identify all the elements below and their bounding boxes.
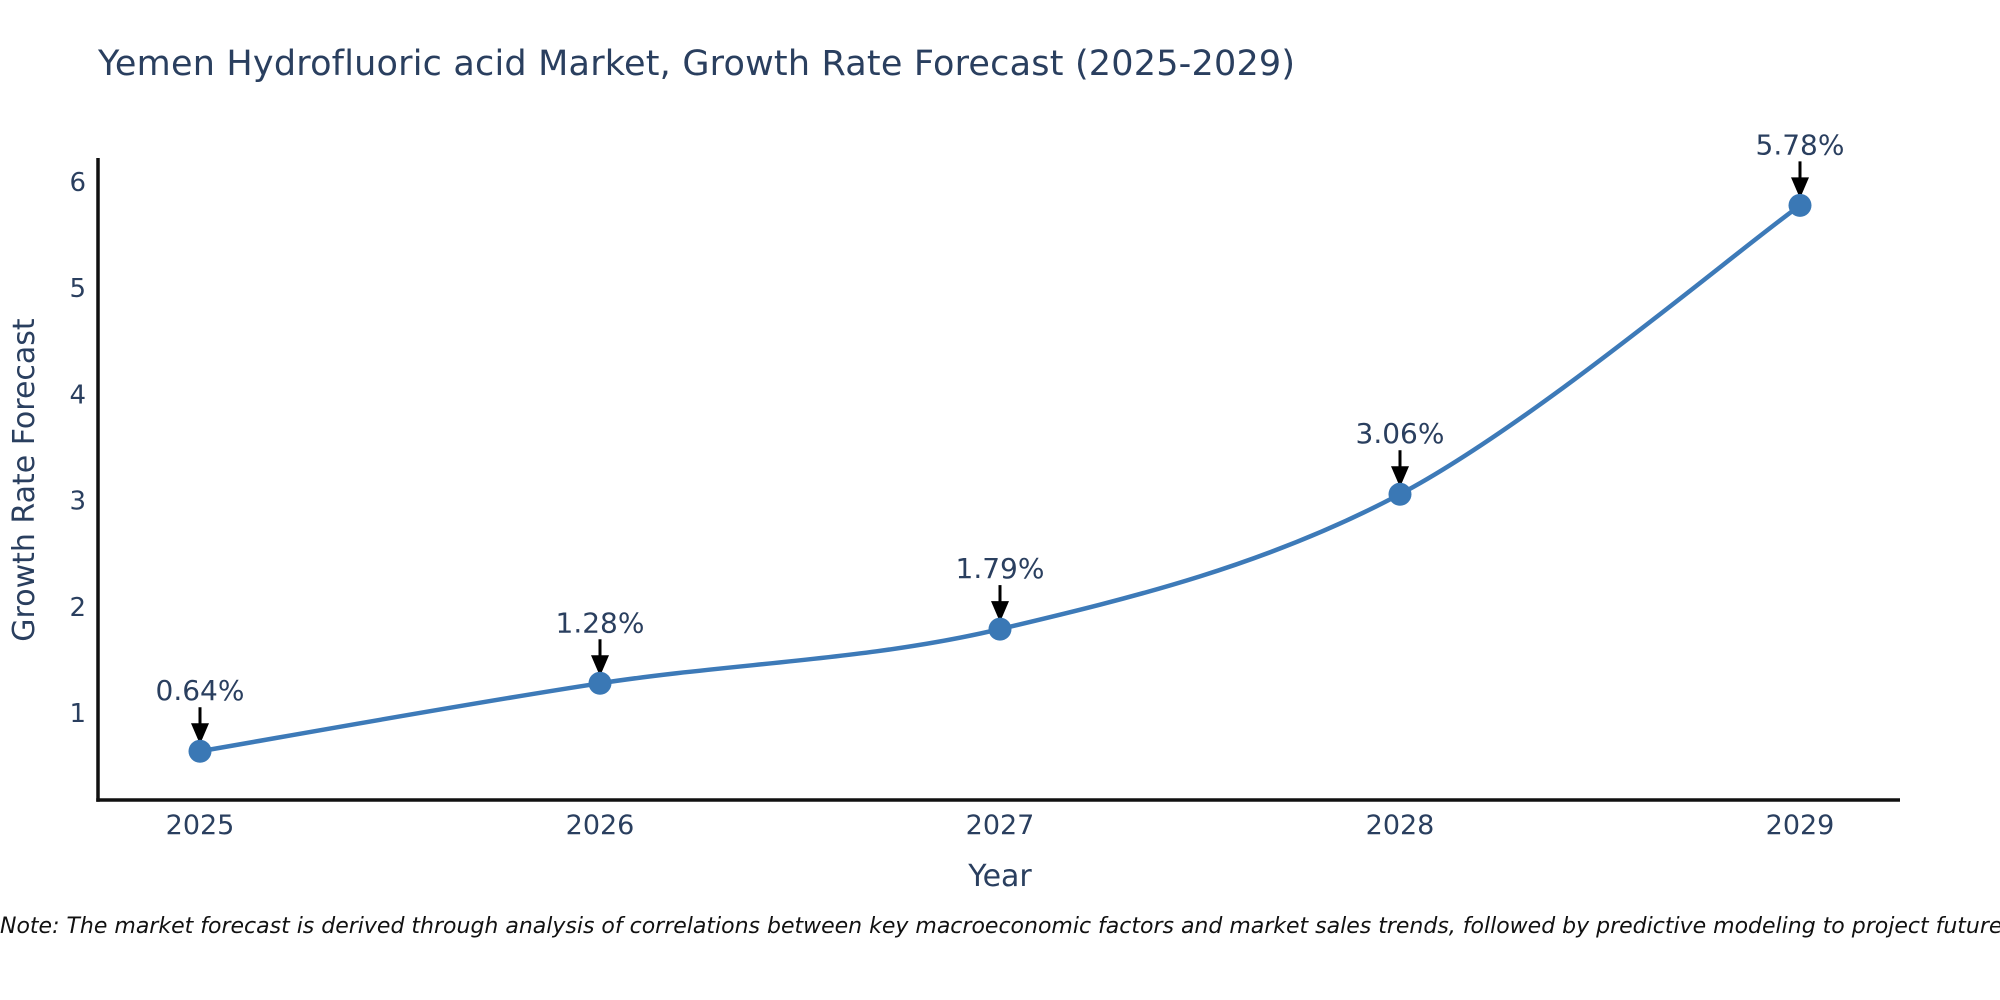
x-tick-label: 2025 [166,810,235,841]
annotation-arrow-head [191,723,209,745]
chart-title: Yemen Hydrofluoric acid Market, Growth R… [98,44,1296,84]
y-tick-label: 5 [69,274,86,304]
x-tick-label: 2029 [1766,810,1835,841]
data-point-label: 1.28% [556,606,645,639]
y-tick-label: 2 [69,593,86,623]
x-tick-label: 2028 [1366,810,1435,841]
data-point-marker[interactable] [588,671,612,695]
y-tick-label: 1 [69,699,86,729]
data-point-marker[interactable] [188,739,212,763]
y-tick-label: 3 [69,487,86,517]
data-point-marker[interactable] [1788,193,1812,217]
trend-line [197,203,1803,754]
x-axis-title: Year [967,859,1032,894]
x-tick-label: 2027 [966,810,1035,841]
data-point-marker[interactable] [1388,482,1412,506]
data-point-label: 1.79% [956,552,1045,585]
y-axis-title: Growth Rate Forecast [7,318,42,642]
footnote: Note: The market forecast is derived thr… [0,914,2000,939]
annotation-arrow-head [991,601,1009,623]
x-tick-label: 2026 [566,810,635,841]
data-point-label: 5.78% [1756,128,1845,161]
data-point-marker[interactable] [988,617,1012,641]
annotation-arrow-head [1391,466,1409,488]
plot-area: 1 2 3 4 5 6 2025 2026 2027 2028 2029 0.64% 1.28% 1.79… [69,128,1844,841]
y-tick-label: 6 [69,168,86,198]
annotation-arrow-head [1791,177,1809,199]
annotation-arrow-head [591,655,609,677]
data-point-label: 3.06% [1356,417,1445,450]
data-point-label: 0.64% [156,674,245,707]
y-tick-label: 4 [69,380,86,410]
